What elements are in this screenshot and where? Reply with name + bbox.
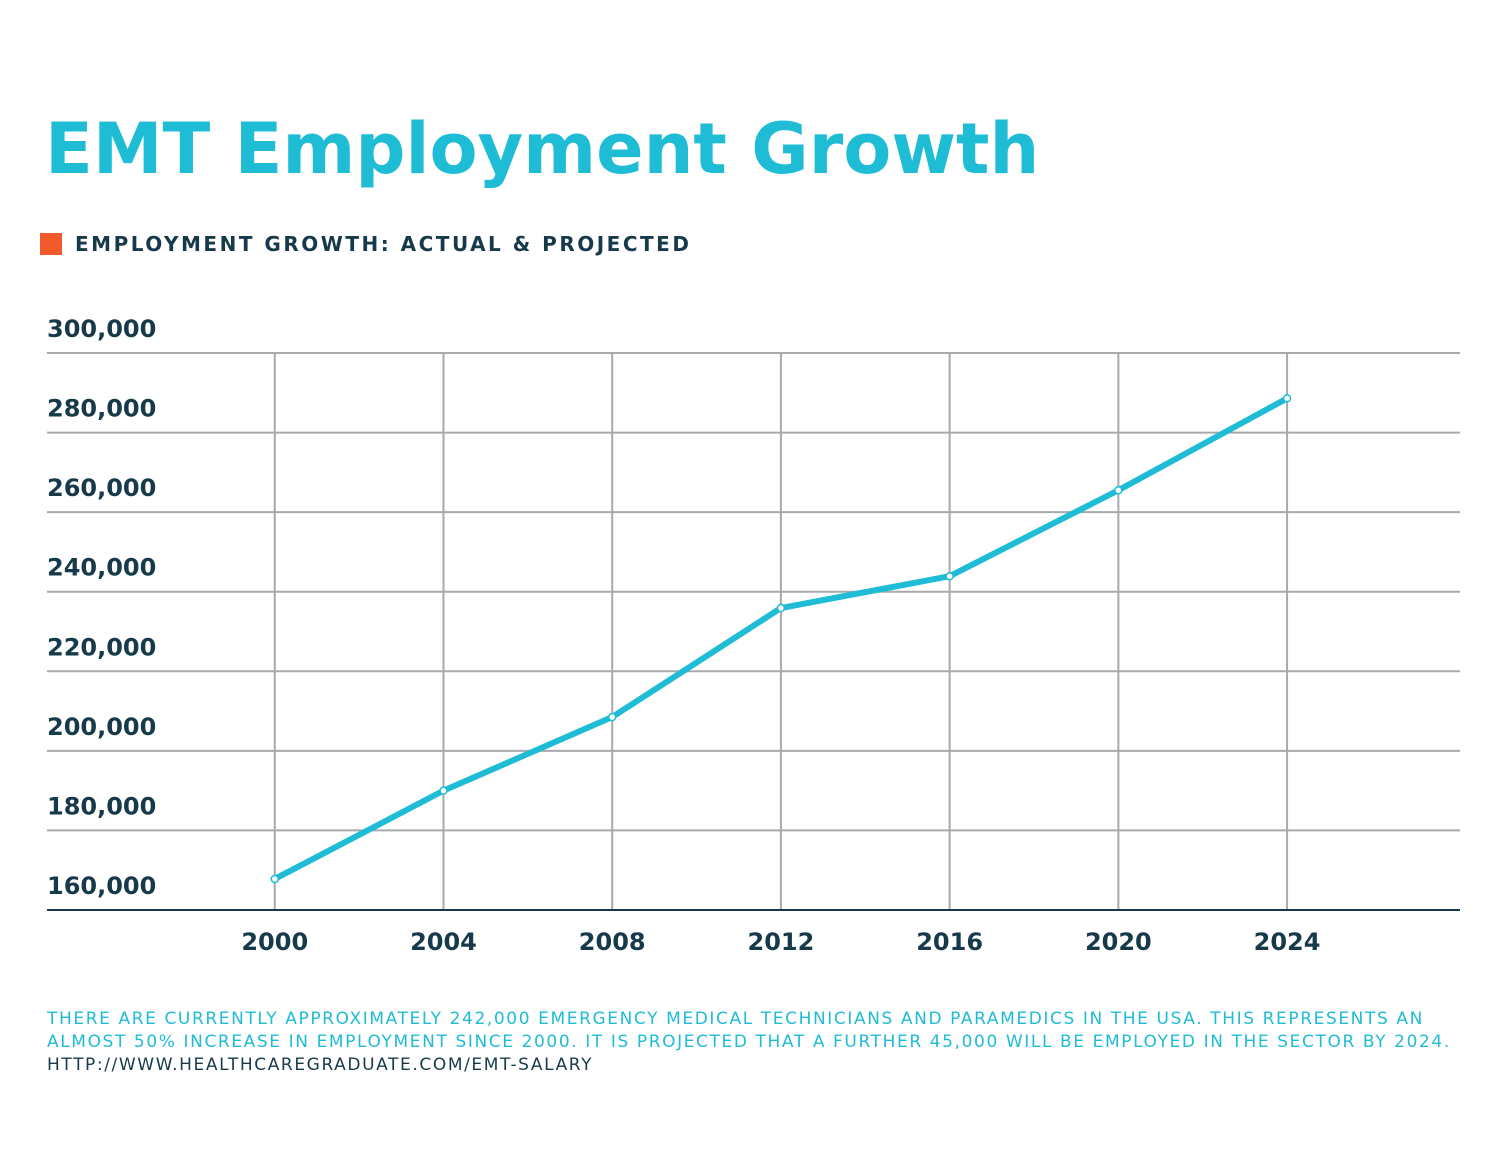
data-point [439,786,448,795]
y-tick-label: 240,000 [47,554,156,582]
note-text: There are currently approximately 242,00… [47,1009,1451,1052]
x-tick-label: 2024 [1254,928,1321,956]
data-point [776,603,786,613]
data-point [1282,394,1292,403]
y-tick-label: 300,000 [47,315,156,343]
data-point [607,712,617,722]
y-tick-label: 220,000 [47,633,156,661]
x-tick-label: 2016 [916,928,983,956]
footnote: There are currently approximately 242,00… [47,1008,1467,1077]
y-tick-label: 280,000 [47,395,156,423]
data-point [1114,486,1123,495]
source-link: http://www.healthcaregraduate.com/emt-sa… [47,1055,594,1075]
data-point [270,874,280,884]
y-tick-label: 200,000 [47,713,156,741]
legend-label: EMPLOYMENT GROWTH: ACTUAL & PROJECTED [75,232,691,256]
data-point [945,571,954,581]
legend-swatch [40,233,62,255]
x-tick-label: 2020 [1085,928,1152,956]
y-tick-label: 180,000 [47,792,156,820]
x-tick-label: 2000 [241,928,308,956]
x-tick-label: 2012 [748,928,815,956]
chart-title: EMT Employment Growth [45,108,1039,190]
x-tick-label: 2008 [579,928,646,956]
y-tick-label: 160,000 [47,872,156,900]
x-tick-label: 2004 [410,928,477,956]
y-tick-label: 260,000 [47,474,156,502]
